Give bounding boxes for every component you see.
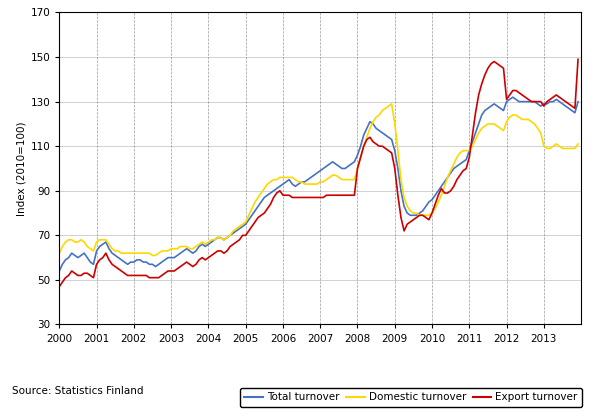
Legend: Total turnover, Domestic turnover, Export turnover: Total turnover, Domestic turnover, Expor… <box>240 388 582 406</box>
Text: Source: Statistics Finland: Source: Statistics Finland <box>12 386 144 396</box>
Y-axis label: Index (2010=100): Index (2010=100) <box>17 121 26 216</box>
